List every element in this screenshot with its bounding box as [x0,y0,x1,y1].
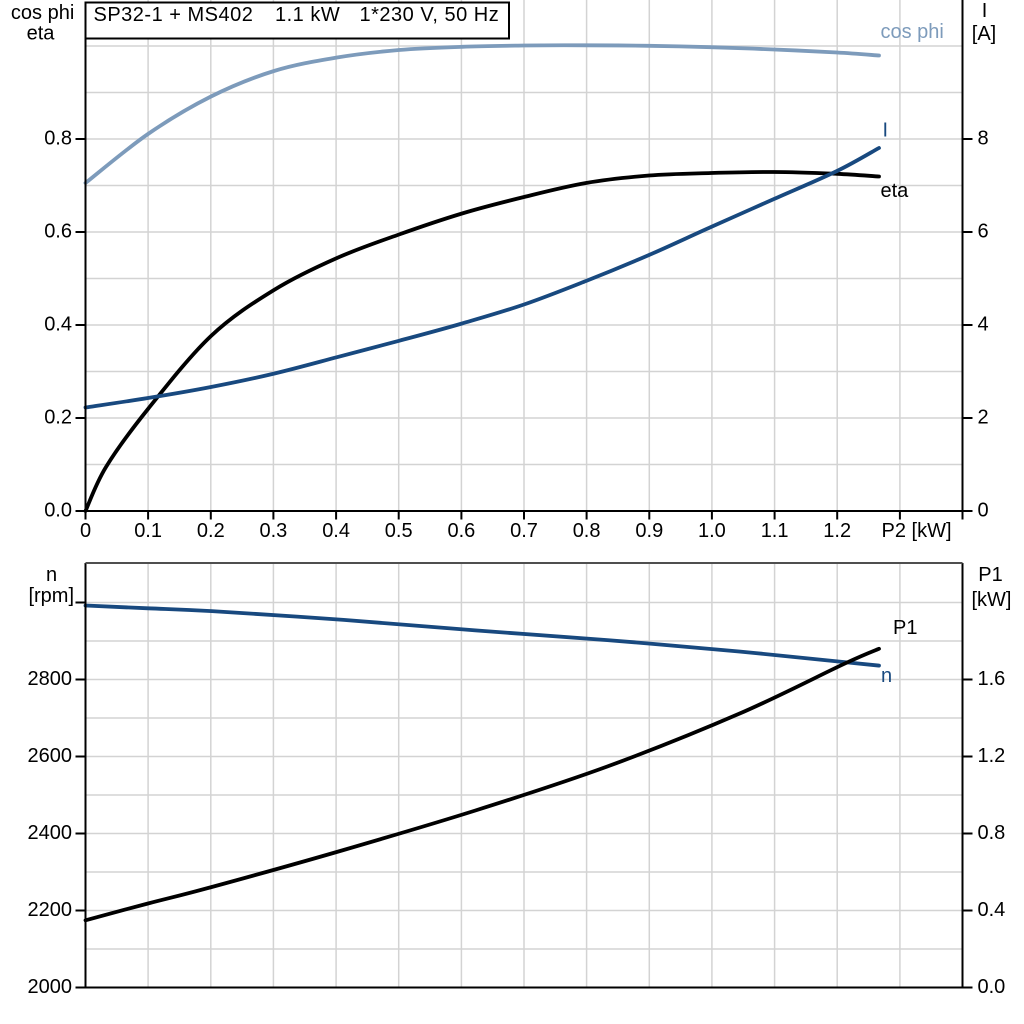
svg-text:0.6: 0.6 [44,221,72,243]
svg-text:0.8: 0.8 [978,822,1006,844]
svg-text:0.0: 0.0 [978,976,1006,998]
svg-text:1.6: 1.6 [978,668,1006,690]
svg-text:cos phi: cos phi [11,2,74,24]
svg-text:0.5: 0.5 [385,520,413,542]
svg-text:n: n [881,665,892,687]
svg-text:0.6: 0.6 [447,520,475,542]
svg-text:SP32-1 + MS402: SP32-1 + MS402 [94,4,254,26]
svg-text:2400: 2400 [28,822,73,844]
svg-text:4: 4 [978,314,989,336]
svg-text:0: 0 [978,500,989,522]
svg-text:6: 6 [978,221,989,243]
svg-text:1*230 V, 50 Hz: 1*230 V, 50 Hz [360,4,500,26]
svg-text:I: I [982,0,988,22]
svg-text:0.4: 0.4 [978,899,1006,921]
svg-text:0.7: 0.7 [510,520,538,542]
svg-text:n: n [46,564,57,586]
svg-text:P1: P1 [978,564,1002,586]
svg-text:2000: 2000 [28,976,73,998]
svg-text:cos phi: cos phi [881,21,944,43]
svg-text:eta: eta [27,23,56,45]
svg-text:2: 2 [978,407,989,429]
svg-text:0.0: 0.0 [44,500,72,522]
svg-text:1.0: 1.0 [698,520,726,542]
svg-text:[A]: [A] [972,23,996,45]
svg-text:2800: 2800 [28,668,73,690]
svg-text:0.4: 0.4 [44,314,72,336]
svg-text:P1: P1 [893,617,917,639]
svg-text:1.1 kW: 1.1 kW [275,4,340,26]
svg-text:0.2: 0.2 [44,407,72,429]
svg-text:1.1: 1.1 [761,520,789,542]
svg-text:0.3: 0.3 [259,520,287,542]
svg-text:0: 0 [80,520,91,542]
svg-text:P2 [kW]: P2 [kW] [882,520,952,542]
svg-text:2600: 2600 [28,745,73,767]
svg-text:8: 8 [978,128,989,150]
svg-text:[kW]: [kW] [972,589,1012,611]
svg-text:[rpm]: [rpm] [28,585,74,607]
svg-text:1.2: 1.2 [978,745,1006,767]
svg-text:0.8: 0.8 [573,520,601,542]
svg-text:0.8: 0.8 [44,128,72,150]
svg-text:1.2: 1.2 [823,520,851,542]
svg-text:0.1: 0.1 [134,520,162,542]
svg-text:0.2: 0.2 [197,520,225,542]
svg-text:2200: 2200 [28,899,73,921]
svg-text:0.4: 0.4 [322,520,350,542]
svg-text:I: I [883,120,889,142]
svg-text:0.9: 0.9 [635,520,663,542]
svg-text:eta: eta [881,180,910,202]
